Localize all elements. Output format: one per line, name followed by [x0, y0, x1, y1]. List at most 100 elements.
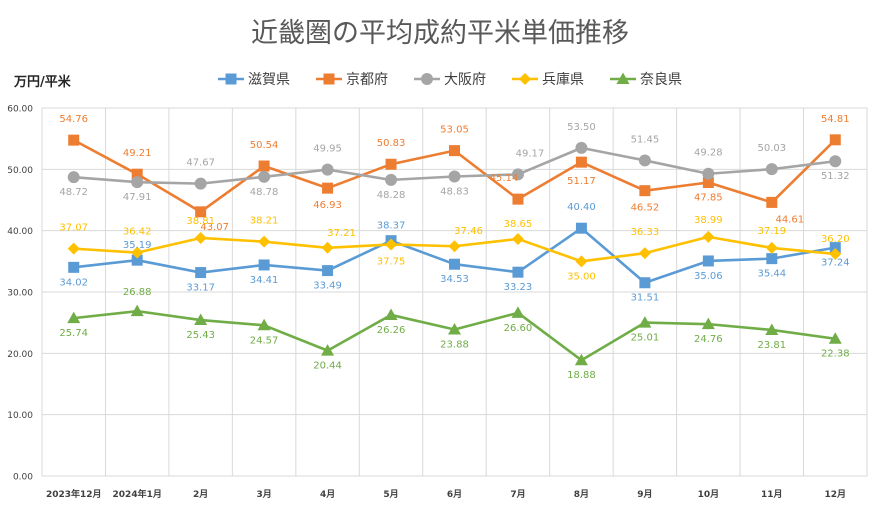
data-point [512, 266, 524, 278]
data-point [258, 160, 270, 172]
data-label: 34.53 [440, 274, 469, 285]
data-label: 33.49 [313, 281, 342, 292]
data-point [828, 332, 842, 344]
y-tick-label: 40.00 [7, 227, 33, 237]
data-point [449, 145, 460, 157]
data-label: 26.88 [123, 287, 152, 298]
data-point [639, 277, 651, 289]
data-point [67, 311, 81, 324]
data-point [322, 265, 334, 277]
data-point [68, 134, 80, 146]
data-label: 25.74 [59, 328, 88, 339]
data-label: 48.72 [59, 187, 88, 198]
data-point [384, 308, 398, 320]
data-point [130, 304, 144, 317]
x-axis-ticks: 2023年12月 2024年1月 2月 3月 4月 5月 6月 7月 8月 9月 10月 11月 12月 [46, 488, 846, 500]
data-label: 23.88 [440, 340, 469, 351]
data-label: 36.20 [821, 234, 850, 245]
legend-label: 兵庫県 [542, 71, 584, 88]
data-label: 50.54 [250, 140, 279, 151]
data-label: 43.07 [200, 222, 229, 233]
data-label: 24.76 [694, 334, 723, 345]
data-point [575, 255, 588, 268]
data-point [766, 196, 778, 208]
legend-marker [616, 72, 630, 84]
x-tick-label: 11月 [761, 489, 783, 500]
data-label: 49.28 [694, 148, 723, 159]
data-point [575, 222, 587, 234]
data-point [701, 317, 715, 330]
x-tick-label: 5月 [383, 489, 398, 500]
x-tick-label: 2023年12月 [46, 488, 102, 500]
data-point [829, 242, 841, 254]
data-point [322, 182, 334, 194]
data-label: 38.65 [504, 219, 533, 230]
data-label: 40.40 [567, 202, 596, 213]
data-label: 22.38 [821, 349, 850, 360]
data-label: 48.83 [440, 187, 469, 198]
data-point [131, 168, 143, 180]
y-tick-label: 10.00 [7, 411, 33, 421]
y-axis-label: 万円/平米 [13, 74, 72, 90]
data-label: 53.50 [567, 122, 596, 133]
data-label: 50.03 [757, 143, 786, 154]
data-label: 37.07 [59, 223, 88, 234]
y-tick-label: 60.00 [7, 105, 33, 115]
data-label: 37.46 [454, 226, 483, 237]
x-tick-label: 12月 [825, 489, 847, 500]
data-point [67, 171, 80, 184]
data-label: 48.28 [377, 190, 406, 201]
legend-label: 大阪府 [444, 72, 486, 88]
data-point [195, 267, 207, 279]
series-奈良県 [67, 304, 842, 366]
data-point [67, 242, 80, 255]
x-tick-label: 2月 [193, 489, 208, 500]
data-label: 46.52 [631, 203, 660, 214]
data-point [321, 163, 334, 176]
y-tick-label: 30.00 [7, 289, 33, 299]
data-point [195, 206, 207, 218]
data-label: 23.81 [757, 340, 786, 351]
data-label: 38.99 [694, 215, 723, 226]
data-label: 49.95 [313, 144, 342, 155]
y-tick-label: 50.00 [7, 166, 33, 176]
x-tick-label: 6月 [447, 489, 462, 500]
data-point [258, 235, 271, 248]
legend-label: 奈良県 [640, 72, 682, 88]
data-point [765, 163, 778, 176]
data-label: 26.26 [377, 325, 406, 336]
data-label: 38.21 [250, 216, 279, 227]
data-label: 20.44 [313, 361, 342, 372]
x-tick-label: 8月 [574, 489, 589, 500]
data-point [449, 258, 460, 270]
data-point [194, 231, 207, 244]
legend-marker [225, 73, 237, 85]
data-point [829, 155, 842, 168]
y-tick-label: 0.00 [13, 473, 33, 483]
data-label: 51.17 [567, 176, 596, 187]
legend-item: 兵庫県 [512, 71, 584, 88]
data-point [511, 168, 524, 181]
data-label: 54.81 [821, 114, 850, 125]
data-point [321, 241, 334, 254]
data-label: 31.51 [631, 293, 660, 304]
data-label: 34.02 [59, 277, 88, 288]
data-label: 51.32 [821, 171, 850, 182]
data-point [766, 253, 778, 265]
data-point [258, 259, 270, 271]
data-label: 36.33 [631, 227, 660, 238]
grid-lines [41, 107, 868, 477]
data-point [321, 344, 335, 356]
data-label: 37.21 [327, 228, 356, 239]
data-label: 54.76 [59, 114, 88, 125]
legend-marker [519, 73, 531, 85]
series-京都府 [68, 134, 841, 218]
data-label: 53.05 [440, 125, 469, 136]
data-label: 35.19 [123, 240, 152, 251]
data-label: 26.60 [504, 323, 533, 334]
data-labels: 34.02 35.19 33.17 34.41 33.49 38.37 34.53 33.23… [59, 114, 849, 381]
data-label: 36.42 [123, 227, 152, 238]
series-兵庫県 [67, 230, 842, 268]
data-point [68, 261, 80, 273]
